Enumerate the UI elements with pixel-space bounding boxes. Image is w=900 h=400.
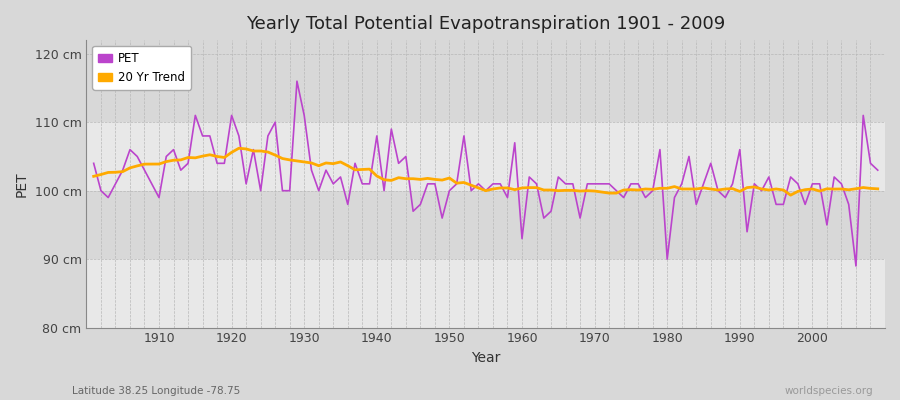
20 Yr Trend	[88, 174, 99, 179]
20 Yr Trend	[147, 162, 158, 166]
PET	[611, 188, 622, 193]
20 Yr Trend	[785, 193, 796, 198]
20 Yr Trend	[517, 186, 527, 190]
X-axis label: Year: Year	[471, 351, 500, 365]
Text: worldspecies.org: worldspecies.org	[785, 386, 873, 396]
PET	[357, 182, 368, 186]
Text: Latitude 38.25 Longitude -78.75: Latitude 38.25 Longitude -78.75	[72, 386, 240, 396]
20 Yr Trend	[233, 146, 244, 151]
Line: 20 Yr Trend: 20 Yr Trend	[94, 148, 878, 195]
PET	[313, 188, 324, 193]
20 Yr Trend	[872, 186, 883, 191]
20 Yr Trend	[357, 167, 368, 172]
PET	[850, 264, 861, 268]
Title: Yearly Total Potential Evapotranspiration 1901 - 2009: Yearly Total Potential Evapotranspiratio…	[246, 15, 725, 33]
Legend: PET, 20 Yr Trend: PET, 20 Yr Trend	[93, 46, 191, 90]
PET	[292, 79, 302, 84]
PET	[517, 236, 527, 241]
20 Yr Trend	[611, 191, 622, 196]
PET	[147, 182, 158, 186]
PET	[524, 175, 535, 180]
Bar	[86, 259, 885, 328]
Bar	[86, 122, 885, 191]
PET	[872, 168, 883, 172]
20 Yr Trend	[524, 185, 535, 190]
20 Yr Trend	[313, 163, 324, 168]
PET	[88, 161, 99, 166]
Line: PET: PET	[94, 81, 878, 266]
Y-axis label: PET: PET	[15, 171, 29, 197]
